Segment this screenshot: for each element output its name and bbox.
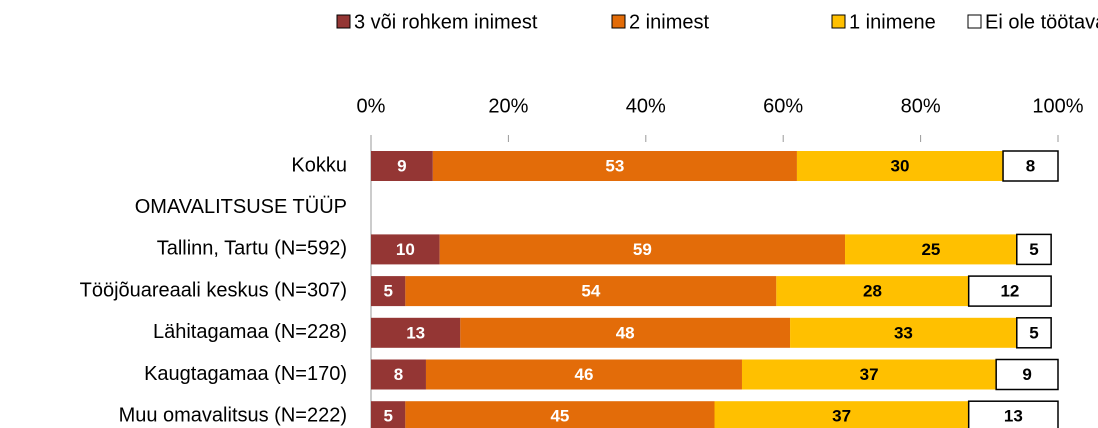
bar-segment	[405, 401, 715, 428]
value-label: 9	[397, 156, 406, 175]
value-label: 48	[616, 323, 635, 342]
legend-label: Ei ole töötavaid inimesi	[985, 11, 1098, 33]
value-label: 54	[581, 282, 600, 301]
category-label: Muu omavalitsus (N=222)	[119, 404, 347, 426]
bar-segment	[796, 151, 1004, 181]
bar-segment	[790, 317, 1017, 348]
value-label: 5	[383, 282, 392, 301]
bar-segment	[371, 234, 440, 265]
value-label: 30	[891, 156, 910, 175]
bar-segment	[1002, 150, 1059, 182]
bar-segment	[967, 400, 1059, 428]
legend-label: 2 inimest	[629, 11, 709, 33]
bar-segment	[776, 276, 969, 307]
bar-segment	[845, 234, 1017, 265]
value-label: 8	[1026, 156, 1035, 175]
value-label: 8	[394, 365, 403, 384]
value-label: 13	[1004, 407, 1023, 426]
category-label: Lähitagamaa (N=228)	[153, 321, 347, 343]
value-label: 53	[605, 156, 624, 175]
bar-segment	[432, 151, 797, 181]
x-tick-label: 100%	[1032, 95, 1083, 117]
value-label: 5	[1029, 323, 1038, 342]
bar-segment	[1016, 233, 1052, 266]
x-tick-label: 60%	[763, 95, 803, 117]
bar-segment	[439, 234, 846, 265]
bar-segment	[405, 276, 777, 307]
value-label: 25	[921, 240, 940, 259]
category-label: Tallinn, Tartu (N=592)	[157, 238, 347, 260]
value-label: 28	[863, 282, 882, 301]
category-label: Kokku	[291, 154, 347, 176]
value-label: 12	[1000, 282, 1019, 301]
value-label: 10	[396, 240, 415, 259]
legend-swatch	[336, 14, 351, 29]
bar-segment	[425, 359, 742, 390]
bar-segment	[371, 276, 406, 307]
bar-segment	[967, 275, 1052, 307]
x-tick-label: 0%	[357, 95, 386, 117]
value-label: 33	[894, 323, 913, 342]
bar-segment	[371, 151, 433, 181]
bar-segment	[460, 317, 791, 348]
bar-segment	[371, 317, 461, 348]
legend-swatch	[831, 14, 846, 29]
category-label: OMAVALITSUSE TÜÜP	[135, 196, 347, 218]
legend-swatch	[967, 14, 982, 29]
bar-segment	[714, 401, 969, 428]
legend-label: 1 inimene	[849, 11, 936, 33]
value-label: 37	[832, 407, 851, 426]
legend-swatch	[611, 14, 626, 29]
value-label: 5	[383, 407, 392, 426]
value-label: 45	[550, 407, 569, 426]
category-label: Kaugtagamaa (N=170)	[144, 363, 347, 385]
x-tick-label: 80%	[901, 95, 941, 117]
value-label: 13	[406, 323, 425, 342]
value-label: 37	[860, 365, 879, 384]
legend-label: 3 või rohkem inimest	[354, 11, 538, 33]
value-label: 9	[1022, 365, 1031, 384]
value-label: 59	[633, 240, 652, 259]
bar-segment	[371, 359, 426, 390]
category-label: Tööjõuareaali keskus (N=307)	[80, 279, 347, 301]
bar-segment	[1016, 317, 1052, 349]
bar-segment	[741, 359, 997, 390]
bar-segment	[371, 401, 406, 428]
bar-segment	[995, 358, 1059, 391]
x-tick-label: 20%	[488, 95, 528, 117]
x-tick-label: 40%	[626, 95, 666, 117]
value-label: 5	[1029, 240, 1038, 259]
value-label: 46	[575, 365, 594, 384]
